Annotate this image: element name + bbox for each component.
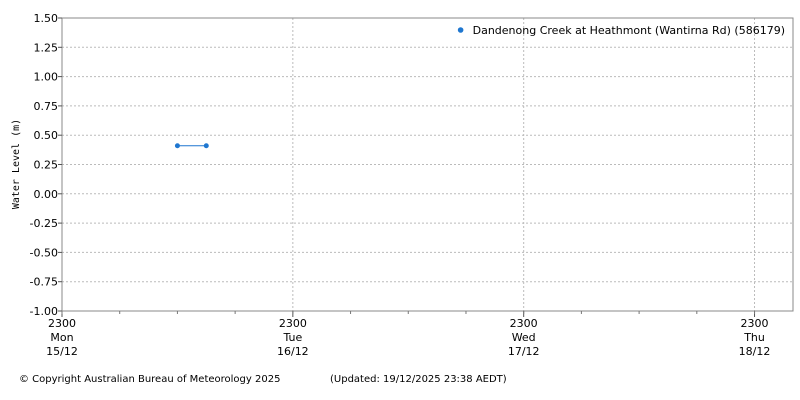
y-tick-label: 0.50	[34, 129, 59, 142]
x-tick-label: 17/12	[508, 345, 540, 358]
y-tick-label: -0.50	[30, 246, 58, 259]
x-tick-label: Mon	[50, 331, 73, 344]
y-tick-label: -1.00	[30, 305, 58, 318]
y-tick-label: -0.25	[30, 217, 58, 230]
legend-marker	[457, 27, 464, 33]
data-point[interactable]	[174, 143, 180, 149]
x-axis-ticks: 2300Mon15/122300Tue16/122300Wed17/122300…	[46, 311, 770, 358]
x-tick-label: 2300	[510, 317, 538, 330]
x-tick-label: 2300	[741, 317, 769, 330]
y-tick-label: 0.75	[34, 100, 59, 113]
updated-timestamp: (Updated: 19/12/2025 23:38 AEDT)	[330, 374, 507, 385]
x-tick-label: 16/12	[277, 345, 309, 358]
x-tick-label: Tue	[282, 331, 302, 344]
y-tick-label: 1.25	[34, 41, 59, 54]
x-tick-label: 15/12	[46, 345, 78, 358]
series-group	[174, 143, 209, 149]
y-tick-label: 1.50	[34, 12, 59, 25]
y-tick-label: 0.25	[34, 159, 59, 172]
data-point[interactable]	[203, 143, 209, 149]
y-tick-label: -0.75	[30, 276, 58, 289]
y-tick-label: 1.00	[34, 71, 59, 84]
x-tick-label: 2300	[279, 317, 307, 330]
x-tick-label: Wed	[512, 331, 536, 344]
x-tick-label: Thu	[743, 331, 765, 344]
x-tick-label: 2300	[48, 317, 76, 330]
y-axis-ticks: 1.50 1.25 1.00 0.75 0.50 0.25 0.00 -0.25 -0.50 -0…	[30, 12, 62, 318]
y-tick-label: 0.00	[34, 188, 59, 201]
y-axis-label: Water Level (m)	[11, 119, 22, 209]
legend-label: Dandenong Creek at Heathmont (Wantirna R…	[473, 24, 785, 37]
legend[interactable]: Dandenong Creek at Heathmont (Wantirna R…	[457, 24, 785, 37]
copyright-text: © Copyright Australian Bureau of Meteoro…	[19, 374, 281, 385]
x-tick-label: 18/12	[739, 345, 771, 358]
grid-lines	[62, 18, 793, 311]
